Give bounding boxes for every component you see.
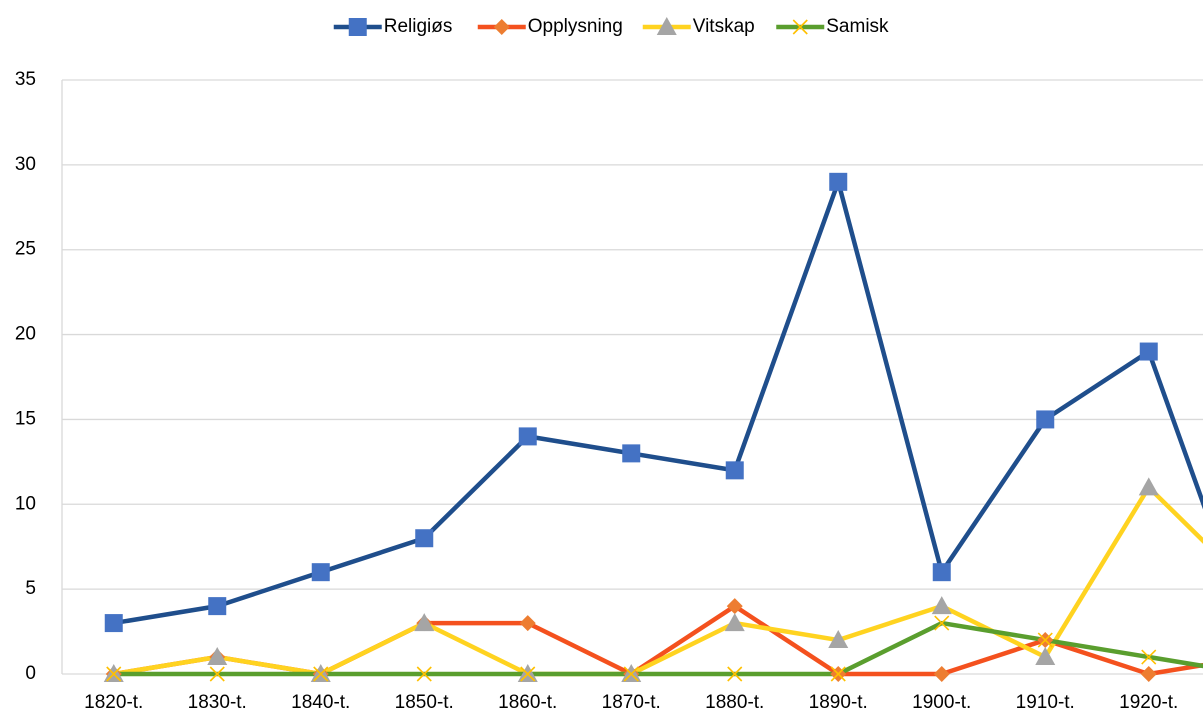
marker xyxy=(415,529,434,548)
marker xyxy=(520,666,536,682)
x-tick-label: 1870-t. xyxy=(602,692,661,713)
x-tick-label: 1830-t. xyxy=(188,692,247,713)
x-tick-label: 1900-t. xyxy=(912,692,971,713)
marker xyxy=(519,615,536,632)
marker xyxy=(208,597,227,616)
marker xyxy=(931,596,952,615)
x-tick-label: 1920-t. xyxy=(1119,692,1178,713)
y-tick-label: 35 xyxy=(15,69,36,90)
marker xyxy=(207,647,228,666)
legend-label: Religiøs xyxy=(384,16,453,37)
marker xyxy=(1037,632,1053,648)
legend-label: Samisk xyxy=(826,16,889,37)
marker xyxy=(725,461,744,480)
marker xyxy=(726,598,743,615)
marker xyxy=(518,427,537,446)
y-tick-label: 30 xyxy=(15,154,36,175)
marker xyxy=(1140,666,1157,682)
marker xyxy=(932,563,951,582)
y-tick-label: 5 xyxy=(25,578,36,599)
marker xyxy=(623,666,639,682)
marker xyxy=(209,666,225,682)
marker xyxy=(416,666,432,682)
series-line xyxy=(113,179,1203,626)
legend-label: Vitskap xyxy=(693,16,755,37)
marker xyxy=(104,614,123,633)
legend: Religiøs Opplysning Vitskap Samisk xyxy=(333,16,889,37)
marker xyxy=(933,666,950,682)
series-line xyxy=(113,620,1203,677)
marker xyxy=(622,444,641,463)
x-tick-label: 1840-t. xyxy=(291,692,350,713)
x-tick-label: 1880-t. xyxy=(705,692,764,713)
y-tick-label: 15 xyxy=(15,408,36,429)
y-tick-label: 0 xyxy=(25,663,36,684)
marker xyxy=(1139,342,1158,361)
series-line xyxy=(113,485,1203,677)
x-tick-label: 1850-t. xyxy=(395,692,454,713)
legend-label: Opplysning xyxy=(528,16,623,37)
marker xyxy=(830,666,846,682)
marker xyxy=(1035,647,1056,666)
marker xyxy=(1141,649,1157,665)
marker xyxy=(1138,477,1159,496)
marker xyxy=(1036,410,1055,429)
marker xyxy=(792,19,808,35)
marker xyxy=(934,615,950,631)
x-tick-label: 1910-t. xyxy=(1016,692,1075,713)
marker xyxy=(493,19,510,35)
marker xyxy=(828,630,849,649)
marker xyxy=(348,18,367,36)
x-tick-label: 1860-t. xyxy=(498,692,557,713)
marker xyxy=(724,613,745,632)
marker xyxy=(313,666,329,682)
marker xyxy=(727,666,743,682)
y-tick-label: 20 xyxy=(15,324,36,345)
marker xyxy=(656,17,677,35)
marker xyxy=(414,613,435,632)
marker xyxy=(106,666,122,682)
marker xyxy=(311,563,330,582)
y-tick-label: 10 xyxy=(15,493,36,514)
marker xyxy=(829,172,848,191)
y-tick-label: 25 xyxy=(15,239,36,260)
x-tick-label: 1820-t. xyxy=(84,692,143,713)
x-tick-label: 1890-t. xyxy=(809,692,868,713)
